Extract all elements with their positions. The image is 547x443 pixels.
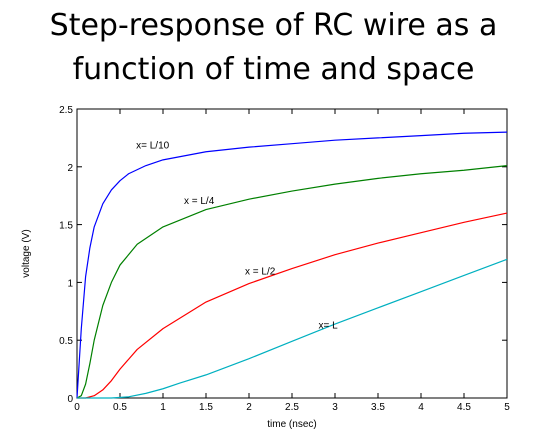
x-tick-label: 2 [246,402,252,413]
x-tick-label: 1.5 [199,402,213,413]
chart-title-line1: Step-response of RC wire as a [49,8,498,43]
y-tick-label: 0.5 [59,336,73,347]
series-line-3 [77,212,508,399]
y-tick-label: 2.5 [59,105,73,116]
curve-annotation: x= L/10 [136,140,170,151]
series-lines [76,131,508,399]
x-tick-label: 0 [74,402,80,413]
curve-annotation: x= L [319,321,339,332]
curve-annotations: x= L/10 x = L/4 x = L/2 x= L [136,140,338,331]
series-line-2 [76,165,508,399]
y-axis-label: voltage (V) [21,229,32,277]
y-tick-label: 1.5 [59,221,73,232]
plot-frame [76,108,508,399]
x-tick-label: 4.5 [457,402,471,413]
y-tick-label: 1 [67,278,73,289]
axis-tick-labels: 0 0.5 1 1.5 2 2.5 3 3.5 4 4.5 5 0 0.5 1 1.5 2 2.5 [59,105,510,413]
series-line-4 [77,258,508,399]
x-tick-label: 4 [418,402,424,413]
series-line-1 [76,131,508,399]
curve-annotation: x = L/4 [184,196,215,207]
y-tick-label: 0 [67,394,73,405]
x-tick-label: 0.5 [113,402,127,413]
x-axis-label: time (nsec) [267,419,316,430]
x-tick-label: 5 [504,402,510,413]
x-tick-label: 2.5 [285,402,299,413]
x-tick-label: 3.5 [371,402,385,413]
y-tick-label: 2 [67,163,73,174]
x-tick-label: 3 [332,402,338,413]
x-tick-label: 1 [160,402,166,413]
chart-title-line2: function of time and space [72,52,475,87]
curve-annotation: x = L/2 [245,266,276,277]
chart-title: Step-response of RC wire as a function o… [0,4,547,92]
axis-ticks [76,108,508,399]
